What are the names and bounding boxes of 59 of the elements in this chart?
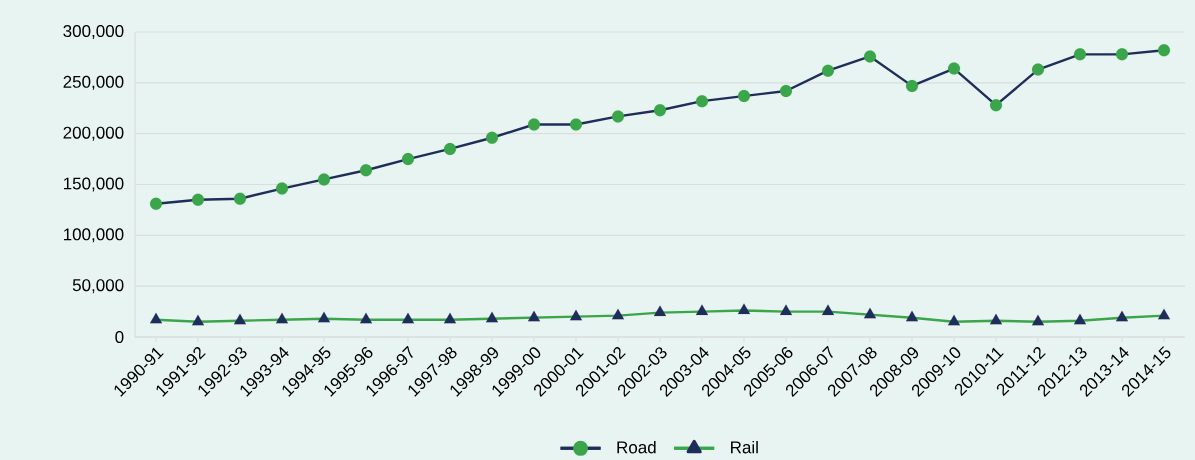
point [905,79,919,92]
point [233,313,247,325]
point [1073,48,1087,61]
point [821,64,835,77]
point [1031,63,1045,76]
point [275,182,289,195]
point [191,314,205,326]
point [359,312,373,324]
point [527,310,541,322]
legend-label: Rail [731,440,758,454]
point [989,99,1003,112]
point [611,110,625,123]
point [149,197,163,210]
point [1157,44,1171,57]
y-tick-label: 150,000 [63,177,124,192]
point [569,309,583,321]
legend-label: Road [617,440,656,454]
point [1031,314,1045,326]
point [1073,313,1087,325]
point [947,62,961,75]
point [443,312,457,324]
point [1157,308,1171,320]
point [905,310,919,322]
point [611,308,625,320]
y-tick-label: 300,000 [63,24,124,40]
point [989,313,1003,325]
point [401,153,415,166]
point [695,304,709,316]
point [149,312,163,324]
point [317,173,331,186]
point [359,164,373,177]
point [233,192,247,205]
point [317,311,331,323]
point [653,305,667,317]
point [863,307,877,319]
y-tick-label: 0 [115,330,124,344]
point [779,84,793,98]
point [737,89,751,103]
y-tick-label: 50,000 [72,279,124,294]
point [947,314,961,326]
y-tick-label: 250,000 [63,75,124,90]
y-tick-label: 100,000 [63,228,124,243]
point [569,118,583,131]
point [863,50,877,63]
point [443,142,457,155]
point [401,312,415,324]
point [527,118,541,131]
point [485,311,499,323]
point [653,104,667,117]
point [1115,48,1129,61]
point [779,304,793,316]
y-tick-label: 200,000 [63,126,124,141]
point [1115,310,1129,322]
point [737,303,751,315]
point [191,193,205,206]
point [485,131,499,144]
point [695,95,709,108]
point [275,312,289,324]
point [821,304,835,316]
